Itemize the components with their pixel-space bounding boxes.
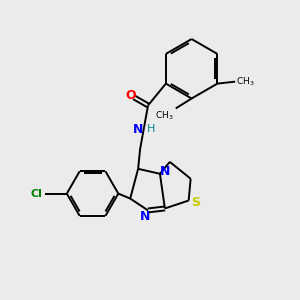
Text: N: N xyxy=(160,165,170,178)
Text: CH$_3$: CH$_3$ xyxy=(155,110,174,122)
Text: O: O xyxy=(125,89,136,102)
Text: N: N xyxy=(140,210,150,223)
Text: H: H xyxy=(147,124,155,134)
Text: CH$_3$: CH$_3$ xyxy=(236,75,255,88)
Text: Cl: Cl xyxy=(30,189,42,199)
Text: N: N xyxy=(133,123,143,136)
Text: S: S xyxy=(191,196,200,209)
